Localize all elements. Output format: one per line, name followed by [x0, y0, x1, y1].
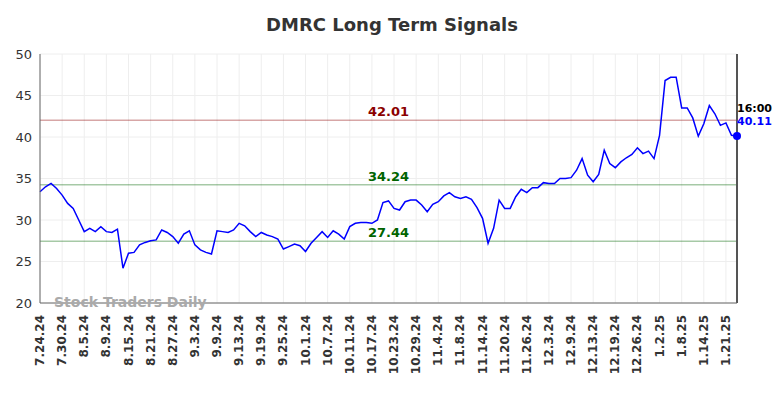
svg-text:10.29.24: 10.29.24: [409, 315, 423, 374]
svg-text:8.5.24: 8.5.24: [77, 315, 91, 358]
svg-text:40.11: 40.11: [737, 115, 772, 128]
svg-text:9.9.24: 9.9.24: [210, 315, 224, 358]
svg-text:1.21.25: 1.21.25: [719, 315, 733, 366]
svg-text:10.11.24: 10.11.24: [343, 315, 357, 374]
svg-text:7.30.24: 7.30.24: [55, 315, 69, 366]
svg-text:11.8.24: 11.8.24: [453, 315, 467, 366]
svg-text:16:00: 16:00: [737, 102, 772, 115]
svg-text:11.14.24: 11.14.24: [476, 315, 490, 374]
svg-text:50: 50: [15, 47, 32, 62]
svg-text:7.24.24: 7.24.24: [33, 315, 47, 366]
svg-text:10.17.24: 10.17.24: [365, 315, 379, 374]
svg-text:25: 25: [15, 254, 32, 269]
svg-text:8.9.24: 8.9.24: [99, 315, 113, 358]
svg-text:10.1.24: 10.1.24: [299, 315, 313, 366]
svg-text:1.14.25: 1.14.25: [697, 315, 711, 366]
svg-text:11.20.24: 11.20.24: [498, 315, 512, 374]
svg-text:9.25.24: 9.25.24: [276, 315, 290, 366]
svg-text:10.23.24: 10.23.24: [387, 315, 401, 374]
svg-text:27.44: 27.44: [368, 225, 409, 240]
svg-text:45: 45: [15, 88, 32, 103]
svg-text:12.9.24: 12.9.24: [564, 315, 578, 366]
svg-text:1.2.25: 1.2.25: [653, 315, 667, 358]
svg-text:12.13.24: 12.13.24: [586, 315, 600, 374]
svg-text:35: 35: [15, 171, 32, 186]
svg-text:12.26.24: 12.26.24: [630, 315, 644, 374]
svg-text:12.3.24: 12.3.24: [542, 315, 556, 366]
html-text:DMRC Long Term Signals: DMRC Long Term Signals: [266, 14, 518, 35]
svg-text:11.4.24: 11.4.24: [431, 315, 445, 366]
svg-text:12.19.24: 12.19.24: [608, 315, 622, 374]
svg-text:1.8.25: 1.8.25: [675, 315, 689, 358]
svg-text:8.21.24: 8.21.24: [144, 315, 158, 366]
svg-text:34.24: 34.24: [368, 169, 409, 184]
svg-text:9.19.24: 9.19.24: [254, 315, 268, 366]
svg-text:42.01: 42.01: [368, 104, 409, 119]
svg-text:20: 20: [15, 296, 32, 311]
html-text:Stock Traders Daily: Stock Traders Daily: [54, 294, 207, 310]
svg-text:11.26.24: 11.26.24: [520, 315, 534, 374]
svg-text:30: 30: [15, 213, 32, 228]
svg-text:10.7.24: 10.7.24: [321, 315, 335, 366]
svg-text:8.15.24: 8.15.24: [122, 315, 136, 366]
svg-text:8.27.24: 8.27.24: [166, 315, 180, 366]
svg-text:40: 40: [15, 130, 32, 145]
svg-text:9.13.24: 9.13.24: [232, 315, 246, 366]
svg-text:9.3.24: 9.3.24: [188, 315, 202, 358]
